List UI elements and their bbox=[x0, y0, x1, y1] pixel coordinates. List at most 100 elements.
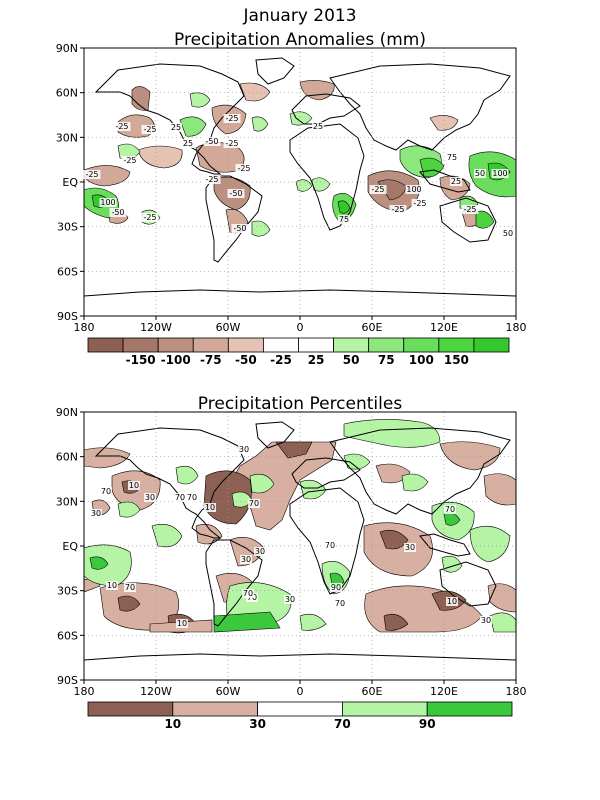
wet-anomaly-area bbox=[311, 177, 331, 192]
x-tick-label: 60W bbox=[216, 685, 241, 698]
wet-percentile-area bbox=[213, 611, 281, 633]
antarctica-coast bbox=[84, 289, 516, 297]
contour-label: 70 bbox=[445, 505, 455, 514]
contour-label: 25 bbox=[313, 122, 323, 131]
contour-label-bg bbox=[124, 583, 136, 592]
wet-anomaly-area bbox=[179, 116, 207, 137]
australia-coast bbox=[439, 197, 497, 243]
y-tick-label: 60N bbox=[56, 451, 78, 464]
y-tick-label: 90S bbox=[57, 674, 78, 687]
contour-label-bg bbox=[242, 589, 254, 598]
colorbar-swatch bbox=[192, 337, 229, 353]
x-tick-label: 120W bbox=[140, 321, 172, 334]
contour-label: 70 bbox=[175, 493, 185, 502]
australia-coast bbox=[439, 561, 497, 607]
dry-percentile-area bbox=[99, 582, 180, 631]
contour-label-bg bbox=[231, 224, 249, 233]
x-tick-label: 120W bbox=[140, 685, 172, 698]
contour-label-bg bbox=[491, 169, 509, 178]
wet-anomaly-area bbox=[289, 111, 313, 126]
colorbar-label: 10 bbox=[164, 717, 181, 731]
wet-anomaly-area bbox=[251, 116, 269, 132]
percentile-shading bbox=[84, 419, 516, 634]
contour-label-bg bbox=[446, 153, 458, 162]
x-tick-label: 0 bbox=[297, 321, 304, 334]
contour-label: -25 bbox=[143, 125, 156, 134]
colorbar-label: 90 bbox=[419, 717, 436, 731]
contour-label-bg bbox=[312, 122, 324, 131]
y-tick-label: 30N bbox=[56, 131, 78, 144]
colorbar-label: -25 bbox=[270, 353, 292, 367]
contour-label-bg bbox=[109, 208, 127, 217]
dry-percentile-area bbox=[375, 463, 411, 484]
y-tick-label: 90N bbox=[56, 42, 78, 55]
contour-label: -25 bbox=[85, 170, 98, 179]
dry-percentile-area bbox=[84, 447, 131, 469]
dry-percentile-area bbox=[483, 473, 516, 506]
colorbar-swatch bbox=[368, 337, 405, 353]
dry-percentile-area bbox=[117, 595, 141, 612]
contour-label-bg bbox=[338, 215, 350, 224]
dry-anomaly-area bbox=[239, 82, 271, 102]
contour-label-bg bbox=[238, 445, 250, 454]
contour-label-bg bbox=[203, 137, 221, 146]
contour-label: 100 bbox=[406, 185, 421, 194]
contour-label-bg bbox=[106, 581, 118, 590]
x-tick-label: 180 bbox=[74, 685, 95, 698]
x-tick-label: 120E bbox=[430, 321, 458, 334]
contour-label-bg bbox=[100, 487, 112, 496]
contour-label: -50 bbox=[111, 208, 124, 217]
contour-label-bg bbox=[405, 185, 423, 194]
colorbar-swatch bbox=[426, 701, 513, 717]
contour-label: 50 bbox=[503, 229, 513, 238]
north-america-coast bbox=[94, 63, 245, 175]
colorbar-label: 150 bbox=[444, 353, 469, 367]
x-tick-label: 0 bbox=[297, 685, 304, 698]
colorbar-label: 100 bbox=[409, 353, 434, 367]
dry-anomaly-area bbox=[439, 175, 471, 201]
y-tick-label: 30S bbox=[57, 585, 78, 598]
contour-label: -25 bbox=[123, 156, 136, 165]
contour-label-bg bbox=[330, 583, 342, 592]
wet-percentile-area bbox=[249, 473, 275, 494]
colorbar-swatch bbox=[172, 701, 259, 717]
colorbar-label: 50 bbox=[343, 353, 360, 367]
contour-label: -25 bbox=[115, 122, 128, 131]
colorbar-label: 75 bbox=[378, 353, 395, 367]
contour-label: -25 bbox=[225, 139, 238, 148]
contour-label: 30 bbox=[91, 509, 101, 518]
y-tick-label: 30S bbox=[57, 221, 78, 234]
south-america-coast bbox=[205, 175, 263, 263]
contour-label-bg bbox=[389, 205, 407, 214]
contour-label-bg bbox=[284, 595, 296, 604]
contour-label: 100 bbox=[100, 198, 115, 207]
dry-percentile-area bbox=[383, 613, 409, 631]
x-tick-label: 120E bbox=[430, 685, 458, 698]
contour-label: 30 bbox=[239, 445, 249, 454]
contour-label: 30 bbox=[255, 547, 265, 556]
asia-coast bbox=[329, 63, 511, 151]
contour-label: 70 bbox=[101, 487, 111, 496]
contour-label: 70 bbox=[325, 541, 335, 550]
contour-label: -25 bbox=[391, 205, 404, 214]
south-america-coast bbox=[205, 539, 263, 627]
contour-label: 10 bbox=[129, 481, 139, 490]
gridlines bbox=[84, 48, 516, 316]
contour-label-bg bbox=[176, 619, 188, 628]
contour-label-bg bbox=[223, 114, 241, 123]
contour-label-bg bbox=[334, 599, 346, 608]
percentiles-contour-labels: 3070103070301070703070107030907070301070… bbox=[90, 445, 492, 628]
contour-label: 30 bbox=[405, 543, 415, 552]
y-tick-label: 60S bbox=[57, 265, 78, 278]
wet-percentile-area bbox=[299, 613, 327, 631]
y-tick-label: 60N bbox=[56, 87, 78, 100]
colorbar-swatch bbox=[341, 701, 428, 717]
contour-label-bg bbox=[99, 198, 117, 207]
colorbar-swatch bbox=[157, 337, 194, 353]
colorbar-label: -50 bbox=[235, 353, 257, 367]
contour-label-bg bbox=[144, 493, 156, 502]
dry-percentile-area bbox=[379, 529, 409, 550]
contour-label: 25 bbox=[451, 177, 461, 186]
